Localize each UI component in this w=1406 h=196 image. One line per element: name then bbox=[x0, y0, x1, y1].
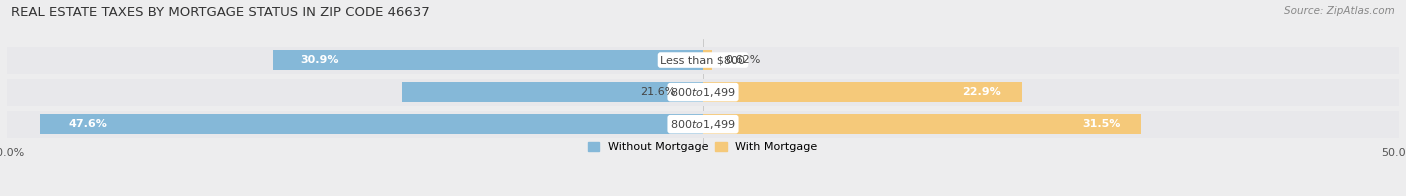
Text: 47.6%: 47.6% bbox=[69, 119, 107, 129]
Text: REAL ESTATE TAXES BY MORTGAGE STATUS IN ZIP CODE 46637: REAL ESTATE TAXES BY MORTGAGE STATUS IN … bbox=[11, 6, 430, 19]
Text: Source: ZipAtlas.com: Source: ZipAtlas.com bbox=[1284, 6, 1395, 16]
Text: 22.9%: 22.9% bbox=[962, 87, 1001, 97]
Bar bbox=[41, 114, 703, 134]
Bar bbox=[273, 50, 703, 70]
Text: Less than $800: Less than $800 bbox=[661, 55, 745, 65]
Text: 0.62%: 0.62% bbox=[725, 55, 761, 65]
Bar bbox=[402, 82, 703, 102]
Legend: Without Mortgage, With Mortgage: Without Mortgage, With Mortgage bbox=[588, 142, 818, 152]
Text: $800 to $1,499: $800 to $1,499 bbox=[671, 118, 735, 131]
Bar bbox=[703, 114, 1142, 134]
Text: 30.9%: 30.9% bbox=[301, 55, 339, 65]
Text: 31.5%: 31.5% bbox=[1083, 119, 1121, 129]
Text: $800 to $1,499: $800 to $1,499 bbox=[671, 86, 735, 99]
Bar bbox=[7, 47, 1399, 74]
Bar bbox=[7, 79, 1399, 106]
Bar bbox=[703, 50, 711, 70]
Bar bbox=[703, 82, 1022, 102]
Text: 21.6%: 21.6% bbox=[640, 87, 675, 97]
Bar bbox=[7, 111, 1399, 138]
